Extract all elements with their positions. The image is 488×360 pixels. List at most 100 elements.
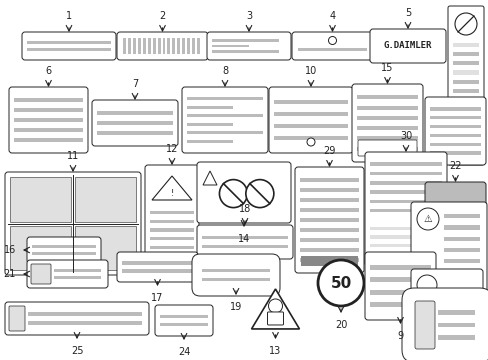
Text: 5: 5: [404, 8, 410, 18]
Bar: [369, 302, 430, 307]
Bar: [356, 136, 417, 140]
Bar: [32, 246, 96, 248]
Bar: [167, 38, 170, 54]
Bar: [369, 181, 441, 185]
FancyBboxPatch shape: [27, 260, 108, 288]
Bar: [429, 152, 480, 155]
Bar: [443, 282, 479, 286]
Bar: [369, 244, 441, 247]
Bar: [186, 123, 232, 126]
Bar: [54, 276, 101, 279]
Text: !: !: [170, 189, 173, 198]
Bar: [452, 52, 478, 56]
Bar: [369, 190, 441, 194]
Text: 18: 18: [238, 204, 251, 214]
Bar: [27, 48, 111, 51]
Bar: [160, 323, 207, 326]
Bar: [122, 261, 193, 265]
Bar: [443, 259, 479, 264]
Bar: [452, 117, 478, 121]
Bar: [443, 225, 479, 230]
Bar: [452, 98, 478, 103]
Text: 12: 12: [165, 144, 178, 154]
Circle shape: [328, 36, 336, 45]
FancyBboxPatch shape: [291, 32, 372, 60]
Text: 24: 24: [178, 347, 190, 357]
Bar: [150, 211, 194, 214]
Bar: [138, 38, 141, 54]
Bar: [452, 80, 478, 84]
Bar: [452, 108, 478, 112]
FancyBboxPatch shape: [22, 32, 116, 60]
Bar: [172, 38, 175, 54]
Text: 1: 1: [66, 11, 72, 21]
Bar: [97, 121, 173, 125]
Bar: [443, 237, 479, 241]
Bar: [150, 220, 194, 223]
Bar: [202, 235, 287, 239]
FancyBboxPatch shape: [117, 32, 207, 60]
Bar: [133, 38, 136, 54]
Bar: [452, 89, 478, 93]
Bar: [186, 131, 263, 135]
FancyBboxPatch shape: [414, 301, 434, 349]
Text: 29: 29: [323, 146, 335, 156]
FancyBboxPatch shape: [424, 182, 485, 206]
Bar: [162, 38, 165, 54]
Bar: [202, 278, 269, 281]
Bar: [369, 235, 441, 239]
Bar: [97, 111, 173, 115]
Bar: [187, 38, 190, 54]
Bar: [356, 95, 417, 99]
Bar: [186, 114, 263, 117]
FancyBboxPatch shape: [5, 172, 141, 275]
Text: 21: 21: [3, 269, 16, 279]
FancyBboxPatch shape: [268, 87, 352, 153]
Bar: [369, 162, 441, 166]
FancyBboxPatch shape: [9, 87, 88, 153]
Bar: [150, 228, 194, 231]
Text: 14: 14: [237, 234, 250, 244]
FancyBboxPatch shape: [410, 202, 486, 298]
Text: 9: 9: [397, 331, 403, 341]
FancyBboxPatch shape: [182, 87, 267, 153]
Bar: [429, 116, 480, 120]
FancyBboxPatch shape: [447, 6, 483, 165]
Bar: [28, 321, 142, 325]
Bar: [369, 199, 441, 203]
FancyBboxPatch shape: [117, 252, 198, 282]
Bar: [297, 48, 366, 51]
Bar: [54, 269, 101, 272]
Bar: [182, 38, 185, 54]
FancyBboxPatch shape: [9, 306, 25, 331]
Bar: [356, 105, 417, 109]
Bar: [10, 225, 71, 270]
Bar: [443, 248, 479, 252]
FancyBboxPatch shape: [206, 32, 290, 60]
Bar: [452, 61, 478, 66]
Bar: [299, 248, 358, 252]
Bar: [212, 45, 248, 47]
Bar: [437, 335, 474, 340]
Bar: [202, 245, 287, 248]
FancyBboxPatch shape: [369, 29, 445, 63]
Bar: [28, 312, 142, 316]
Bar: [452, 42, 478, 47]
Bar: [415, 308, 477, 311]
FancyBboxPatch shape: [197, 225, 292, 259]
Text: 7: 7: [132, 79, 138, 89]
Bar: [443, 214, 479, 219]
Text: 19: 19: [229, 302, 242, 312]
Bar: [273, 136, 347, 140]
Bar: [97, 131, 173, 135]
Bar: [429, 125, 480, 128]
Circle shape: [416, 275, 436, 295]
Bar: [212, 50, 278, 53]
Bar: [452, 126, 478, 131]
FancyBboxPatch shape: [401, 288, 488, 360]
Text: 4: 4: [329, 11, 335, 21]
Text: 11: 11: [67, 151, 79, 161]
Bar: [150, 237, 194, 240]
Text: 3: 3: [245, 11, 251, 21]
Bar: [369, 265, 430, 270]
